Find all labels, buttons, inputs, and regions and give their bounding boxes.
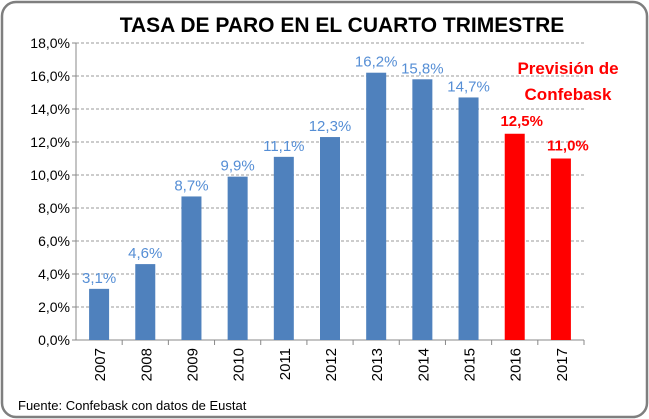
bar-2013 [366,72,387,340]
x-tick-label: 2017 [554,348,571,381]
data-label: 8,7% [174,177,208,194]
bar-2010 [227,176,248,340]
y-tick-label: 2,0% [38,299,70,315]
data-label: 15,8% [401,60,444,77]
y-tick-label: 18,0% [30,35,70,51]
data-label: 12,3% [309,118,352,135]
y-tick-label: 8,0% [38,200,70,216]
x-tick-label: 2009 [184,348,201,381]
data-label: 9,9% [221,158,255,175]
y-tick-label: 0,0% [38,332,70,348]
data-label: 12,5% [500,113,543,130]
x-tick-label: 2008 [138,348,155,381]
data-label: 3,1% [82,270,116,287]
x-tick-label: 2014 [415,348,432,381]
forecast-annotation-line1: Previsión de [517,59,618,78]
x-tick-label: 2012 [323,348,340,381]
chart-title: TASA DE PARO EN EL CUARTO TRIMESTRE [120,14,565,37]
y-tick-label: 12,0% [30,134,70,150]
bar-2007 [89,288,110,340]
x-tick-label: 2011 [277,348,294,380]
y-tick-label: 10,0% [30,167,70,183]
bar-2011 [273,156,294,340]
bar-2014 [412,79,433,341]
x-tick-label: 2015 [462,348,479,381]
x-tick-label: 2016 [508,348,525,381]
x-tick-label: 2013 [369,348,386,381]
y-tick-label: 16,0% [30,68,70,84]
data-label: 4,6% [128,245,162,262]
x-tick-label: 2010 [231,348,248,381]
bar-2008 [135,264,156,340]
bar-2017 [550,158,571,340]
bar-2012 [320,137,340,340]
x-tick-label: 2007 [92,348,109,381]
data-label: 11,0% [547,138,589,155]
bar-2015 [458,97,479,340]
data-label: 16,2% [355,54,398,71]
data-label: 14,7% [447,78,490,95]
forecast-annotation-line2: Confebask [525,85,612,104]
y-tick-label: 6,0% [38,233,70,249]
data-label: 11,1% [263,138,304,155]
bar-2016 [504,133,525,340]
bar-2009 [181,196,202,340]
source-note: Fuente: Confebask con datos de Eustat [18,398,247,413]
y-tick-label: 4,0% [38,266,70,282]
y-tick-label: 14,0% [30,101,70,117]
